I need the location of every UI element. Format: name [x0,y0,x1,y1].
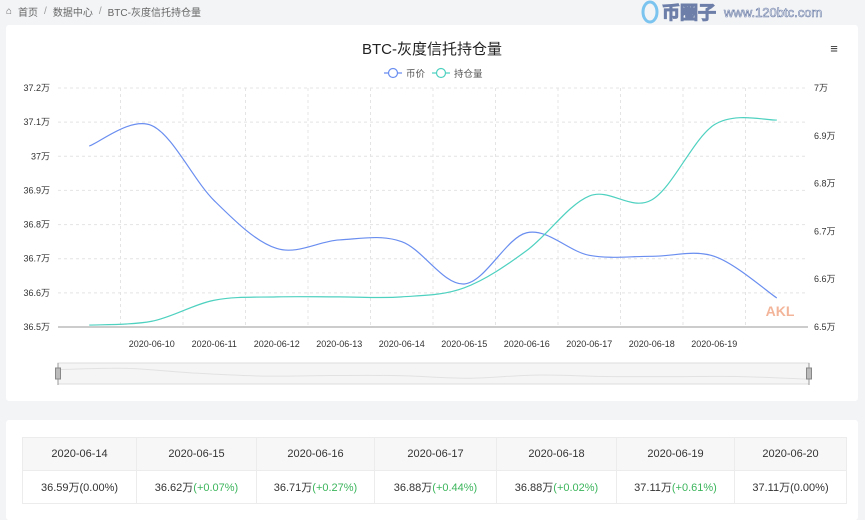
legend-label[interactable]: 持仓量 [454,68,483,80]
cell-value: 36.59万 [41,482,80,494]
y-right-tick: 6.8万 [814,179,836,189]
hamburger-menu-icon[interactable]: ≡ [830,41,838,56]
table-value-row: 36.59万(0.00%)36.62万(+0.07%)36.71万(+0.27%… [23,471,847,504]
table-cell: 36.59万(0.00%) [23,471,137,504]
table-cell: 37.11万(0.00%) [735,471,847,504]
line-chart: BTC-灰度信托持仓量 ≡ 币价 持仓量 36.5万 36.6万 36.7万 36.8万 36.… [0,0,865,400]
table-header: 2020-06-14 [23,438,137,471]
cell-change: (+0.44%) [432,482,477,494]
table-cell: 36.71万(+0.27%) [257,471,375,504]
cell-value: 36.88万 [394,482,433,494]
datazoom-slider[interactable] [58,363,809,384]
cell-value: 37.11万 [634,482,672,494]
cell-change: (+0.61%) [672,482,717,494]
legend-marker[interactable] [437,69,446,78]
y-right-tick: 7万 [814,83,828,93]
x-tick: 2020-06-15 [441,339,487,349]
y-left-tick: 37.2万 [23,83,50,93]
table-header: 2020-06-18 [497,438,617,471]
table-header: 2020-06-19 [617,438,735,471]
x-tick: 2020-06-14 [379,339,425,349]
y-left-tick: 37.1万 [23,117,50,127]
x-tick: 2020-06-18 [629,339,675,349]
y-right-tick: 6.7万 [814,226,836,236]
table-cell: 36.62万(+0.07%) [137,471,257,504]
x-tick: 2020-06-11 [192,339,237,349]
legend-marker[interactable] [389,69,398,78]
chart-title: BTC-灰度信托持仓量 [362,41,502,58]
y-left-tick: 36.7万 [23,254,50,264]
x-tick: 2020-06-16 [504,339,550,349]
y-right-tick: 6.5万 [814,322,836,332]
datazoom-handle[interactable] [56,368,61,379]
cell-change: (0.00%) [790,482,829,494]
cell-change: (0.00%) [80,482,119,494]
y-left-tick: 36.6万 [23,288,50,298]
datazoom-handle[interactable] [807,368,812,379]
y-right-tick: 6.9万 [814,131,836,141]
table-cell: 37.11万(+0.61%) [617,471,735,504]
table-cell: 36.88万(+0.44%) [375,471,497,504]
y-left-tick: 36.5万 [23,322,50,332]
cell-value: 37.11万 [752,482,790,494]
x-tick: 2020-06-13 [316,339,362,349]
table-header: 2020-06-20 [735,438,847,471]
y-left-tick: 37万 [31,151,50,161]
table-cell: 36.88万(+0.02%) [497,471,617,504]
x-tick: 2020-06-10 [129,339,175,349]
y-left-tick: 36.9万 [23,185,50,195]
x-tick: 2020-06-19 [691,339,737,349]
legend-label[interactable]: 币价 [406,69,426,80]
cell-value: 36.62万 [155,482,194,494]
x-tick: 2020-06-17 [566,339,612,349]
y-left-tick: 36.8万 [23,220,50,230]
table-header: 2020-06-15 [137,438,257,471]
cell-change: (+0.02%) [553,482,598,494]
table-header: 2020-06-17 [375,438,497,471]
x-tick: 2020-06-12 [254,339,300,349]
cell-change: (+0.27%) [312,482,357,494]
cell-value: 36.88万 [515,482,554,494]
cell-value: 36.71万 [274,482,313,494]
cell-change: (+0.07%) [193,482,238,494]
y-right-tick: 6.6万 [814,274,836,284]
table-header: 2020-06-16 [257,438,375,471]
chart-watermark: AKL [766,303,795,319]
